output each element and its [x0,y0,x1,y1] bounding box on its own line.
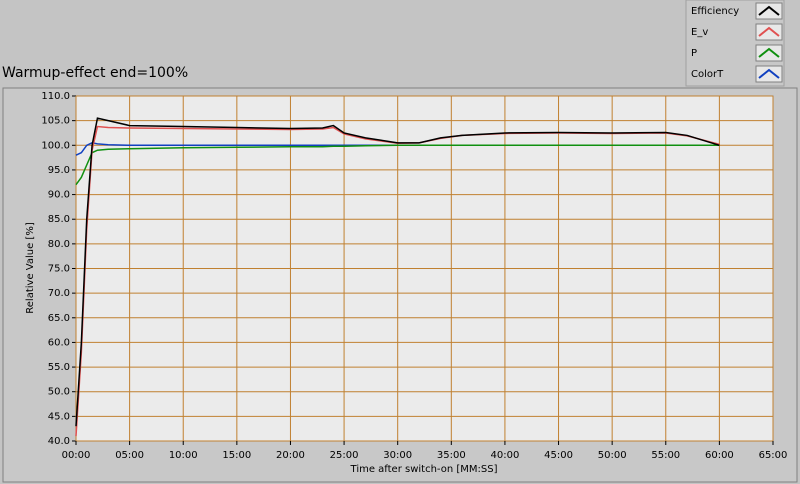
legend-swatch-box [755,2,783,20]
y-tick-label: 40.0 [48,436,70,447]
series-line [75,117,720,427]
y-tick-label: 45.0 [48,411,70,422]
y-tick-label: 95.0 [48,165,70,176]
legend-swatch-box [755,23,783,41]
x-axis-label: Time after switch-on [MM:SS] [350,464,498,475]
y-tick-label: 60.0 [48,337,70,348]
x-tick-label: 15:00 [222,450,251,461]
legend-swatch-box [755,44,783,62]
y-tick-label: 110.0 [41,91,70,102]
y-tick-label: 75.0 [48,264,70,275]
x-tick-label: 65:00 [759,450,788,461]
x-tick-label: 55:00 [651,450,680,461]
x-tick-label: 50:00 [598,450,627,461]
y-tick-label: 55.0 [48,362,70,373]
x-tick-label: 60:00 [705,450,734,461]
y-tick-label: 100.0 [41,140,70,151]
y-tick-label: 105.0 [41,116,70,127]
legend-swatch [758,68,780,79]
legend-label: ColorT [691,69,724,80]
x-tick-label: 40:00 [491,450,520,461]
x-tick-label: 00:00 [62,450,91,461]
legend-label: E_v [691,27,708,38]
x-tick-label: 25:00 [330,450,359,461]
x-tick-label: 20:00 [276,450,305,461]
x-tick-label: 30:00 [383,450,412,461]
y-tick-label: 70.0 [48,288,70,299]
legend-swatch [758,26,780,37]
legend-label: P [691,48,697,59]
legend-swatch-box [755,65,783,83]
y-tick-label: 90.0 [48,190,70,201]
y-tick-label: 65.0 [48,313,70,324]
x-tick-label: 35:00 [437,450,466,461]
chart-title: Warmup-effect end=100% [2,65,188,81]
series-line [75,144,720,186]
y-tick-label: 85.0 [48,214,70,225]
x-tick-label: 45:00 [544,450,573,461]
legend-swatch [758,47,780,58]
y-tick-label: 50.0 [48,387,70,398]
y-tick-label: 80.0 [48,239,70,250]
x-tick-label: 10:00 [169,450,198,461]
y-axis-label: Relative Value [%] [25,222,36,314]
legend-swatch [758,5,780,16]
legend-label: Efficiency [691,6,739,17]
x-tick-label: 05:00 [115,450,144,461]
